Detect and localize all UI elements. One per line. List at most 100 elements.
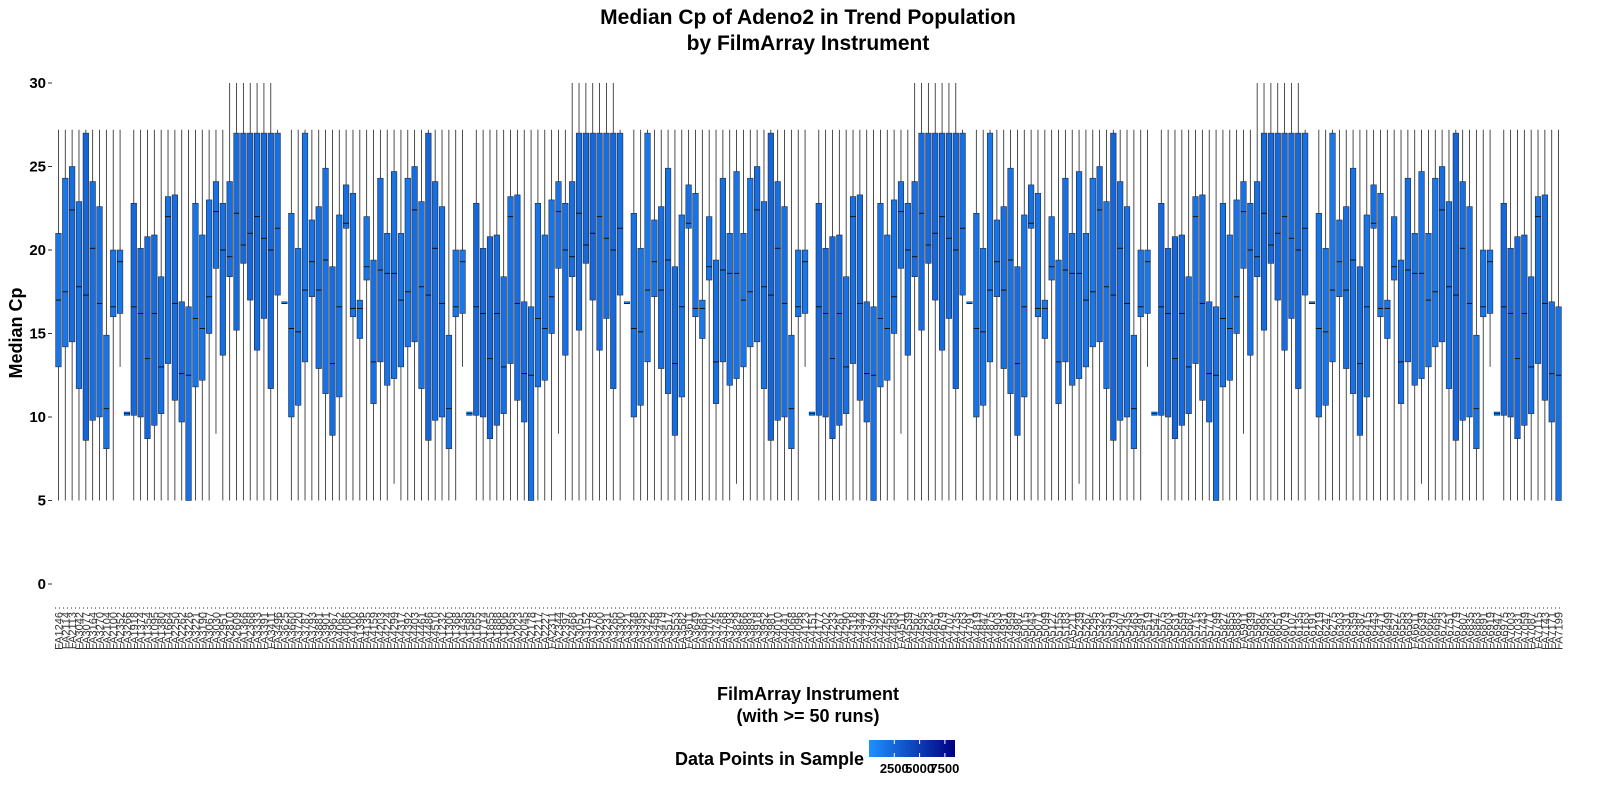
x-tick-label: FA4707	[944, 612, 956, 650]
box-body	[288, 213, 295, 418]
x-tick-label: FA3178	[588, 612, 600, 650]
box-group	[55, 83, 1562, 501]
x-tick-label: FA6807	[1458, 612, 1470, 650]
box	[733, 129, 740, 484]
box-body	[343, 184, 350, 229]
x-tick-label: FA4123	[800, 612, 812, 650]
box	[658, 129, 665, 501]
x-tick-label: FA1906	[499, 612, 511, 650]
box-body	[843, 276, 850, 414]
box	[918, 83, 925, 501]
box	[569, 83, 576, 501]
x-tick-label: FA3411	[266, 612, 278, 649]
y-tick-label: 0	[38, 576, 46, 593]
x-tick-label: FA4062	[334, 612, 346, 650]
box	[117, 129, 124, 367]
x-tick-label: FA5463	[1129, 612, 1141, 650]
box	[1288, 83, 1295, 501]
x-tick-label: FA3793	[725, 612, 737, 650]
box	[486, 129, 494, 501]
box	[637, 129, 644, 501]
x-tick-label: FA4763	[958, 612, 970, 650]
box-body	[1521, 234, 1528, 426]
box-body	[219, 202, 226, 356]
x-tick-label: FA6723	[1437, 612, 1449, 650]
box	[452, 129, 459, 501]
box-body	[1384, 299, 1391, 339]
x-tick-label: FA3952	[759, 612, 771, 650]
x-tick-label: FA2311	[547, 612, 559, 649]
box	[952, 83, 959, 501]
x-tick-label: FA3067	[204, 612, 216, 650]
box-body	[1473, 334, 1480, 449]
box	[1418, 129, 1425, 484]
box-body	[1267, 132, 1274, 264]
box	[1308, 301, 1316, 304]
box-body	[521, 301, 528, 423]
box	[678, 129, 685, 501]
box	[1055, 129, 1062, 501]
x-tick-label: FA6975	[1499, 612, 1511, 650]
box	[466, 411, 473, 416]
box	[966, 301, 973, 304]
box	[459, 129, 466, 367]
x-tick-label: FA6443	[1369, 612, 1381, 650]
x-tick-label: FA4403	[410, 612, 422, 650]
x-tick-label: FA4875	[985, 612, 997, 650]
x-tick-label: FA5967	[1252, 612, 1264, 650]
x-tick-label: FA2609	[232, 612, 244, 650]
box-body	[1137, 249, 1144, 318]
box-body	[233, 132, 240, 331]
box-body	[1219, 202, 1226, 388]
box-body	[534, 202, 541, 388]
box-body	[1144, 249, 1151, 314]
chart-subtitle: by FilmArray Instrument	[687, 32, 930, 55]
x-tick-label: FA2951	[218, 612, 230, 650]
box	[1500, 129, 1507, 501]
box	[1158, 129, 1165, 501]
box	[89, 129, 96, 501]
box-body	[185, 306, 192, 501]
x-tick-label: FA6779	[1451, 612, 1463, 650]
box-body	[445, 334, 452, 449]
box-body	[301, 132, 309, 363]
box	[123, 411, 130, 416]
x-tick-label: FA6863	[1471, 612, 1483, 650]
box	[630, 129, 637, 501]
x-tick-label: FA6891	[1478, 612, 1490, 650]
box-body	[452, 249, 459, 318]
box-body	[75, 201, 83, 389]
box	[260, 83, 267, 501]
box	[1432, 129, 1439, 501]
x-tick-label: FA7199	[1554, 612, 1566, 650]
x-tick-label: FA3649	[690, 612, 702, 650]
box-body	[199, 234, 206, 381]
x-tick-label: FA7171	[1547, 612, 1559, 650]
box-body	[486, 236, 494, 439]
box	[1213, 129, 1220, 501]
y-tick-label: 10	[29, 409, 46, 426]
box-body	[952, 132, 959, 389]
x-tick-label: FA4486	[423, 612, 435, 650]
box	[1199, 129, 1206, 501]
box	[1260, 83, 1268, 501]
x-tick-label: FA3152	[581, 612, 593, 650]
x-tick-label: FA4987	[1012, 612, 1024, 650]
x-tick-label: FA4203	[375, 612, 387, 650]
box	[1473, 129, 1480, 501]
x-tick-label: FA4651	[930, 612, 942, 650]
box-body	[829, 236, 836, 439]
y-axis: 0 5 10 15 20 25 30	[29, 75, 52, 593]
box-body	[391, 171, 398, 379]
box	[719, 129, 726, 501]
box-body	[89, 181, 96, 421]
legend-tick-label: 5000	[905, 761, 934, 776]
x-tick-label: FA2397	[560, 612, 572, 650]
box-body	[678, 214, 685, 398]
box-body	[206, 199, 213, 334]
x-tick-label: FA6079	[1280, 612, 1292, 650]
x-tick-label: FA5575	[1156, 612, 1168, 650]
box	[877, 129, 884, 501]
box	[199, 129, 206, 501]
